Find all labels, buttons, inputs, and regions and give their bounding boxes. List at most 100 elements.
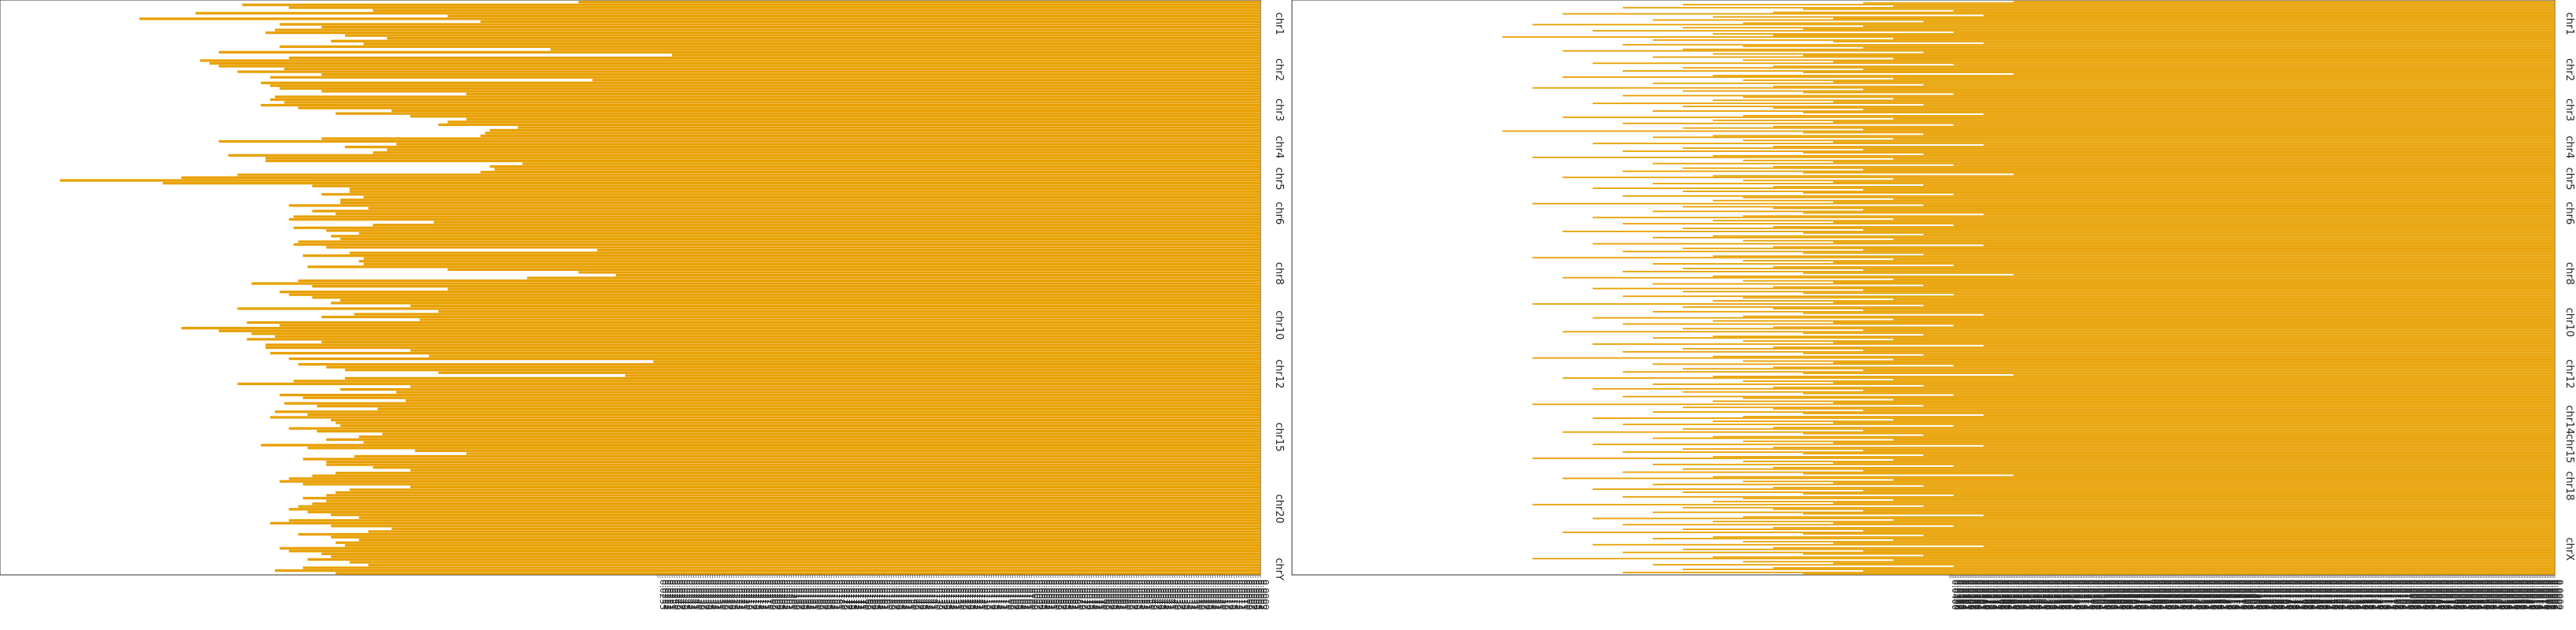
x-tick-label: 0.0368	[1999, 580, 2009, 610]
bar	[1562, 477, 2555, 480]
bar	[1893, 419, 2555, 421]
x-tick-label: 0.0125	[2366, 580, 2377, 610]
x-tick-label: 0.0209	[767, 580, 778, 610]
x-tick-label: 0.0069	[2452, 580, 2462, 610]
bar	[1743, 460, 2555, 462]
bar	[1683, 3, 2555, 6]
x-tick-label: 0.0214	[2232, 580, 2242, 610]
x-tick-label: 0.0228	[722, 580, 733, 610]
x-tick-label: 0.0106	[1013, 580, 1023, 610]
x-tick-label: 0.0039	[1172, 580, 1182, 610]
row-label: chr3	[1273, 98, 1285, 121]
bar	[1833, 221, 2555, 224]
bar	[363, 257, 1261, 260]
x-tick-label: 0.0168	[2302, 580, 2312, 610]
x-tick-label: 0.0070	[2450, 580, 2460, 610]
bar	[358, 260, 1260, 263]
x-tick-label: 0.0066	[2456, 580, 2467, 610]
x-tick-label: 0.0083	[2430, 580, 2441, 610]
bar	[1953, 394, 2555, 396]
x-tick-label: 0.0359	[2012, 580, 2022, 610]
right-x-ticks: 0.00000.00020.00030.00040.00050.00060.00…	[1949, 575, 2565, 610]
x-tick-label: 0.0236	[2199, 580, 2209, 610]
x-tick-label: 0.0188	[2271, 580, 2281, 610]
x-tick-label: 0.0382	[1977, 580, 1988, 610]
x-tick-label: 0.0371	[1994, 580, 2004, 610]
bar	[1653, 82, 2555, 84]
x-tick-label: 0.0096	[2411, 580, 2421, 610]
bar	[1833, 281, 2555, 284]
x-tick-label: 0.0033	[1186, 580, 1197, 610]
bar	[228, 154, 1260, 157]
x-tick-label: 0.0108	[2392, 580, 2403, 610]
x-tick-label: 0.0048	[2484, 580, 2494, 610]
bar	[1653, 183, 2555, 185]
x-tick-label: 0.0222	[737, 580, 747, 610]
x-tick-label: 0.0093	[2415, 580, 2426, 610]
bar	[1562, 13, 2555, 15]
bar	[1713, 119, 2555, 121]
x-tick-label: 0.0121	[977, 580, 987, 610]
x-tick-label: 0.0196	[2259, 580, 2270, 610]
x-tick-label: 0.0373	[1991, 580, 2001, 610]
bar	[1532, 503, 2555, 506]
x-tick-label: 0.0080	[1075, 580, 1085, 610]
x-tick-label: 0.0156	[2320, 580, 2330, 610]
bar	[1863, 128, 2555, 131]
bar	[1592, 443, 2555, 446]
bar	[480, 170, 1260, 174]
x-tick-label: 0.0083	[1067, 580, 1078, 610]
x-tick-label: 0.0340	[2040, 580, 2051, 610]
bar	[1713, 320, 2555, 322]
x-tick-label: 0.0355	[2018, 580, 2029, 610]
x-tick-label: 0.0234	[708, 580, 718, 610]
bar	[1863, 269, 2555, 271]
bar	[1863, 369, 2555, 372]
x-tick-label: 0.0255	[658, 580, 668, 610]
x-tick-label: 0.0381	[1979, 580, 1989, 610]
bar	[312, 209, 1260, 213]
row-label: chrY	[1273, 558, 1285, 580]
bar	[358, 516, 1260, 519]
bar	[1653, 210, 2555, 213]
x-tick-label: 0.0206	[2244, 580, 2254, 610]
x-tick-label: 0.0071	[2448, 580, 2459, 610]
bar	[344, 376, 1260, 380]
x-tick-label: 0.0263	[2158, 580, 2168, 610]
x-tick-label: 0.0370	[1995, 580, 2006, 610]
bar	[284, 101, 1260, 104]
bar	[1622, 496, 2555, 498]
row-label: chr4	[1273, 135, 1285, 158]
bar	[1683, 569, 2555, 570]
bar	[522, 162, 1260, 165]
bar	[1743, 315, 2555, 317]
x-tick-label: 0.0283	[2127, 580, 2137, 610]
x-tick-label: 0.0237	[700, 580, 711, 610]
x-tick-label: 0.0084	[1065, 580, 1075, 610]
bar	[1923, 434, 2555, 436]
bar	[1953, 565, 2555, 568]
x-tick-label: 0.0061	[2464, 580, 2474, 610]
x-tick-label: 0.0035	[2504, 580, 2514, 610]
x-tick-label: 0.0207	[772, 580, 782, 610]
x-tick-label: 0.0258	[2165, 580, 2175, 610]
x-tick-label: 0.0293	[2112, 580, 2122, 610]
x-tick-label: 0.0149	[2330, 580, 2340, 610]
bar	[1772, 107, 2555, 109]
x-tick-label: 0.0116	[989, 580, 999, 610]
x-tick-label: 0.0200	[789, 580, 799, 610]
x-tick-label: 0.0285	[2124, 580, 2134, 610]
x-tick-label: 0.0254	[660, 580, 670, 610]
bar	[340, 424, 1261, 428]
x-tick-label: 0.0316	[2077, 580, 2088, 610]
bar	[1743, 416, 2555, 417]
bar	[438, 371, 1261, 374]
bar	[1743, 22, 2555, 24]
x-tick-label: 0.0044	[2489, 580, 2500, 610]
x-tick-label: 0.0167	[867, 580, 878, 610]
bar	[237, 382, 1260, 386]
bar	[410, 469, 1260, 472]
bar	[1893, 339, 2555, 340]
bar	[1592, 543, 2555, 546]
bar	[1713, 556, 2555, 558]
